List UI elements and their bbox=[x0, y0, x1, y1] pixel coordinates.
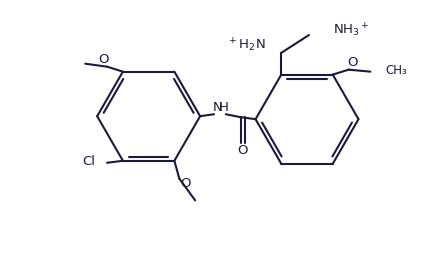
Text: O: O bbox=[347, 56, 358, 69]
Text: N: N bbox=[213, 101, 223, 114]
Text: NH$_3$$^+$: NH$_3$$^+$ bbox=[333, 21, 369, 39]
Text: O: O bbox=[98, 53, 108, 66]
Text: $^+$H$_2$N: $^+$H$_2$N bbox=[227, 36, 265, 54]
Text: O: O bbox=[180, 177, 190, 190]
Text: Cl: Cl bbox=[82, 155, 95, 168]
Text: CH₃: CH₃ bbox=[385, 64, 407, 77]
Text: H: H bbox=[219, 101, 229, 114]
Text: O: O bbox=[238, 144, 248, 157]
